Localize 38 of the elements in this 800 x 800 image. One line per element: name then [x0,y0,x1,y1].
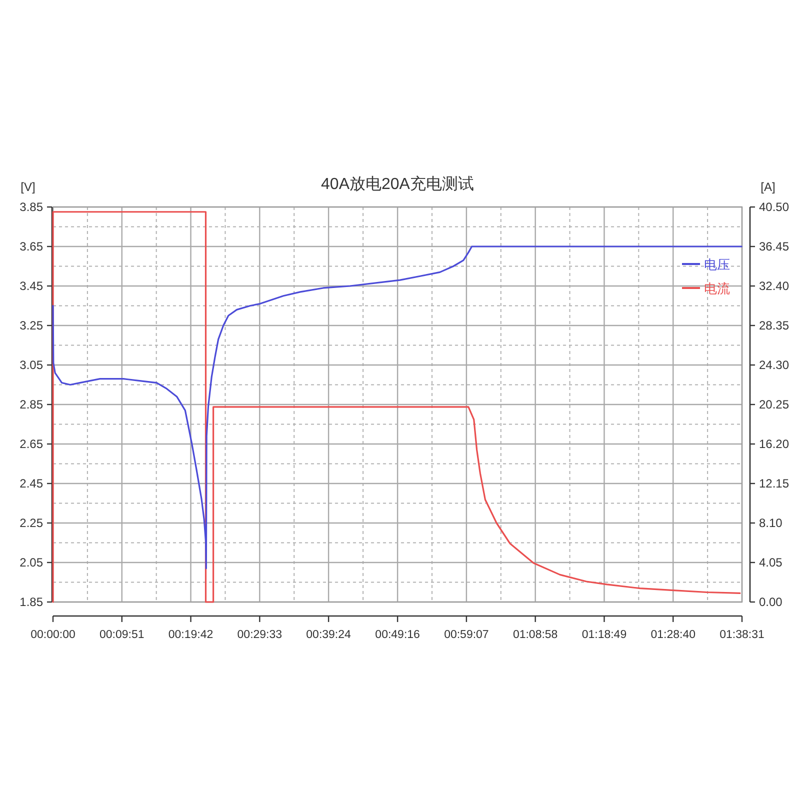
y2-tick-label: 16.20 [759,437,790,451]
y-tick-label: 3.05 [20,358,44,372]
y2-tick-label: 12.15 [759,476,790,490]
y2-tick-label: 20.25 [759,398,790,412]
y-tick-label: 2.05 [20,556,44,570]
y2-tick-label: 36.45 [759,240,790,254]
y-tick-label: 3.25 [20,318,44,332]
y2-axis-title: [A] [760,180,776,194]
y2-tick-label: 8.10 [759,516,783,530]
y-tick-label: 2.25 [20,516,44,530]
x-tick-label: 00:19:42 [168,629,214,641]
y-tick-label: 3.65 [20,240,44,254]
y-tick-label: 2.65 [20,437,44,451]
x-tick-label: 00:29:33 [237,629,282,641]
y-tick-label: 3.45 [20,279,44,293]
x-tick-label: 01:08:58 [512,629,558,641]
y2-tick-label: 28.35 [759,318,790,332]
y-tick-label: 1.85 [20,595,44,609]
y2-tick-label: 40.50 [759,200,790,214]
x-tick-label: 00:00:00 [30,629,76,641]
y2-tick-label: 0.00 [759,595,783,609]
legend-label: 电流 [704,281,730,296]
legend-label: 电压 [704,257,730,272]
y2-tick-label: 32.40 [759,279,790,293]
x-tick-label: 01:18:49 [582,629,627,641]
y2-tick-label: 24.30 [759,358,790,372]
y-tick-label: 3.85 [20,200,44,214]
y-axis-title: [V] [20,180,36,194]
x-tick-label: 01:28:40 [650,629,696,641]
x-tick-label: 01:38:31 [720,629,764,641]
x-tick-label: 00:59:07 [444,629,489,641]
x-tick-label: 00:49:16 [375,629,420,641]
x-tick-label: 00:09:51 [100,629,144,641]
y2-tick-label: 4.05 [759,556,783,570]
chart-title: 40A放电20A充电测试 [321,175,474,193]
y-tick-label: 2.45 [20,476,44,490]
y-tick-label: 2.85 [20,398,44,412]
x-tick-label: 00:39:24 [306,629,352,641]
